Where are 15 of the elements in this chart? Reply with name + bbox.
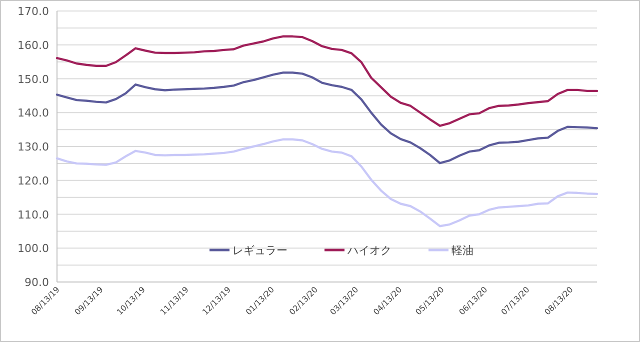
legend-label: 軽油: [452, 244, 474, 257]
line-series: [56, 35, 598, 127]
y-tick-label: 110.0: [18, 208, 49, 222]
line-series: [56, 72, 598, 164]
y-tick-label: 130.0: [18, 140, 49, 154]
y-tick-label: 150.0: [18, 72, 49, 86]
y-tick-label: 120.0: [18, 174, 49, 188]
line-series: [56, 138, 598, 228]
y-tick-label: 100.0: [18, 242, 49, 256]
legend-label: レギュラー: [232, 244, 288, 257]
y-tick-label: 90.0: [24, 276, 49, 289]
y-tick-label: 170.0: [18, 5, 49, 18]
y-tick-label: 160.0: [18, 38, 49, 52]
y-tick-label: 140.0: [18, 106, 49, 120]
legend-label: ハイオク: [346, 244, 392, 257]
